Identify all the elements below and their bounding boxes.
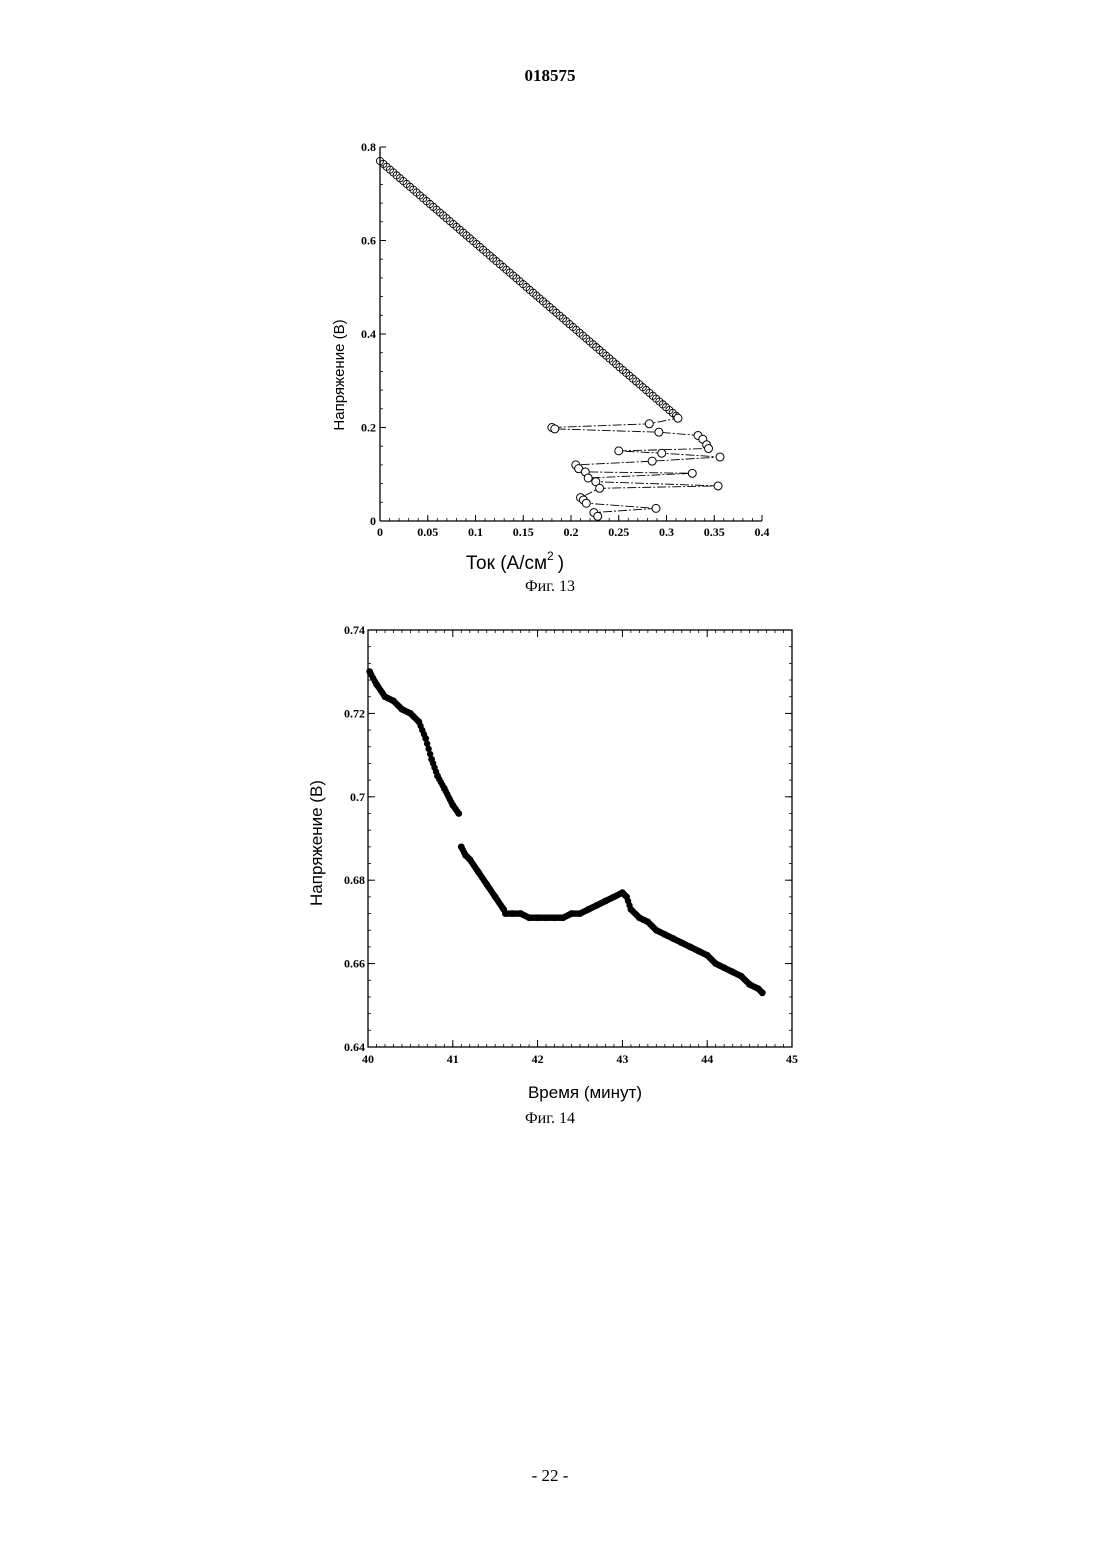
figure-14-x-tick-label: 41 bbox=[447, 1052, 459, 1066]
document-number: 018575 bbox=[0, 66, 1100, 86]
figure-13-y-axis-label: Напряжение (В) bbox=[331, 319, 348, 430]
figure-14-ticks: 40 41 42 43 44 45 0.64 0.66 0.68 0.7 0.72 0.74 bbox=[344, 623, 798, 1066]
figure-13-data-point bbox=[594, 512, 602, 520]
figure-13-data-point bbox=[658, 449, 666, 457]
figure-14-y-tick-label: 0.7 bbox=[350, 790, 365, 804]
figure-13-y-tick-label: 0.8 bbox=[361, 140, 376, 154]
figure-13-data-point bbox=[584, 474, 592, 482]
figure-13-data-point bbox=[688, 469, 696, 477]
figure-13-tail-series bbox=[548, 414, 724, 520]
figure-13-data-point bbox=[705, 445, 713, 453]
figure-13-data-point bbox=[551, 425, 559, 433]
figure-13-x-tick-label: 0.3 bbox=[659, 525, 674, 539]
figure-13-data-point bbox=[582, 499, 590, 507]
figure-13-x-axis-label-sup: 2 bbox=[547, 549, 554, 563]
page-number: - 22 - bbox=[0, 1466, 1100, 1486]
figure-14-x-tick-label: 40 bbox=[362, 1052, 374, 1066]
figure-14-axes bbox=[368, 630, 792, 1047]
figure-13-x-tick-label: 0.15 bbox=[513, 525, 534, 539]
figure-13-x-axis-label-main: Ток (А/см bbox=[466, 553, 547, 574]
figure-14-y-tick-label: 0.66 bbox=[344, 957, 365, 971]
figure-14-chart: 40 41 42 43 44 45 0.64 0.66 0.68 0.7 0.72 0.74 Напр… bbox=[290, 615, 810, 1135]
figure-13-ticks: 0 0.05 0.1 0.15 0.2 0.25 0.3 0.35 0.4 0 0.2 0.4 0.6 0… bbox=[361, 140, 770, 539]
figure-13-y-tick-label: 0.2 bbox=[361, 421, 376, 435]
figure-14-plot-frame bbox=[368, 630, 792, 1047]
figure-13-axes bbox=[380, 147, 762, 521]
figure-14-y-tick-label: 0.72 bbox=[344, 706, 365, 720]
figure-14-data-point bbox=[455, 810, 462, 817]
figure-13-x-tick-label: 0.1 bbox=[468, 525, 483, 539]
figure-13-data-point bbox=[714, 482, 722, 490]
figure-13-x-tick-label: 0.25 bbox=[608, 525, 629, 539]
figure-13-data-point bbox=[645, 420, 653, 428]
figure-13-x-tick-label: 0 bbox=[377, 525, 383, 539]
figure-14-x-axis-label: Время (минут) bbox=[528, 1083, 642, 1102]
figure-13-data-point bbox=[716, 453, 724, 461]
figure-13-data-point bbox=[652, 504, 660, 512]
figure-14-y-tick-label: 0.68 bbox=[344, 873, 365, 887]
figure-14-x-tick-label: 43 bbox=[616, 1052, 628, 1066]
figure-13-y-tick-label: 0.4 bbox=[361, 327, 376, 341]
figure-13-chart: 0 0.05 0.1 0.15 0.2 0.25 0.3 0.35 0.4 0 0.2 0.4 0.6 0… bbox=[300, 135, 800, 610]
figure-13-caption: Фиг. 13 bbox=[525, 578, 575, 595]
figure-13-x-axis-label: Ток (А/см2) bbox=[466, 549, 564, 574]
figure-14-y-tick-label: 0.64 bbox=[344, 1040, 365, 1054]
figure-13-x-tick-label: 0.4 bbox=[755, 525, 770, 539]
figure-14-x-tick-label: 45 bbox=[786, 1052, 798, 1066]
figure-13-y-tick-label: 0.6 bbox=[361, 234, 376, 248]
figure-13-x-tick-label: 0.2 bbox=[564, 525, 579, 539]
figure-13-linear-series bbox=[376, 157, 679, 419]
figure-13-y-tick-label: 0 bbox=[370, 514, 376, 528]
figure-13-data-point bbox=[648, 457, 656, 465]
figure-13-data-point bbox=[655, 428, 663, 436]
figure-13-data-point bbox=[615, 447, 623, 455]
figure-13-x-tick-label: 0.35 bbox=[704, 525, 725, 539]
figure-13-data-point bbox=[596, 484, 604, 492]
figure-14-data-point bbox=[759, 989, 766, 996]
figure-14-x-tick-label: 44 bbox=[701, 1052, 713, 1066]
figure-13-x-tick-label: 0.05 bbox=[417, 525, 438, 539]
figure-13-x-axis-label-end: ) bbox=[558, 553, 564, 574]
figure-14-caption: Фиг. 14 bbox=[525, 1110, 575, 1127]
figure-14-y-tick-label: 0.74 bbox=[344, 623, 365, 637]
figure-14-series bbox=[366, 668, 765, 996]
figure-14-x-tick-label: 42 bbox=[532, 1052, 544, 1066]
figure-13-data-point bbox=[674, 414, 682, 422]
figure-14-y-axis-label: Напряжение (В) bbox=[307, 780, 326, 906]
